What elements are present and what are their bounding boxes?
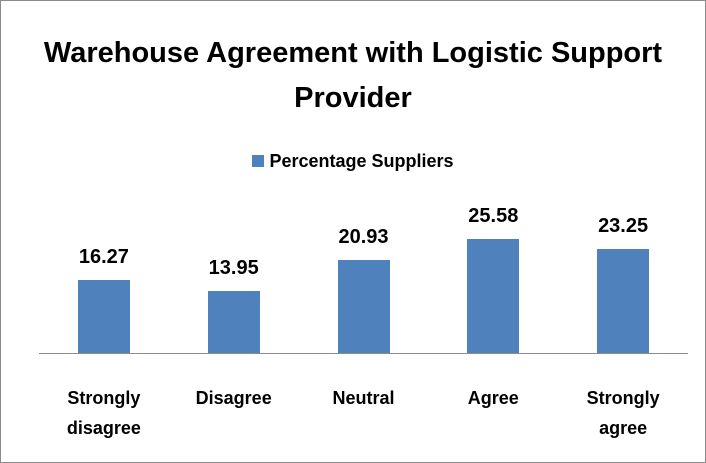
data-label: 16.27 <box>78 246 129 269</box>
x-axis <box>39 353 688 354</box>
chart-title: Warehouse Agreement with Logistic Suppor… <box>43 37 663 114</box>
data-label: 13.95 <box>208 256 259 279</box>
bar <box>467 238 520 353</box>
bar <box>337 259 390 353</box>
x-tick-label: Agree <box>467 388 519 408</box>
data-label: 23.25 <box>598 215 649 238</box>
x-tick-label: Neutral <box>332 388 395 408</box>
x-tick-label: Strongly agree <box>586 388 660 438</box>
legend: Percentage Suppliers <box>1 149 705 173</box>
bar <box>597 249 650 353</box>
bar <box>77 280 130 353</box>
x-tick-label: Strongly disagree <box>66 388 141 438</box>
x-tick-label: Disagree <box>195 388 272 408</box>
data-label: 25.58 <box>468 204 519 227</box>
legend-label: Percentage Suppliers <box>269 151 454 171</box>
bar <box>207 290 260 353</box>
legend-swatch <box>252 155 265 167</box>
data-label: 20.93 <box>338 225 389 248</box>
